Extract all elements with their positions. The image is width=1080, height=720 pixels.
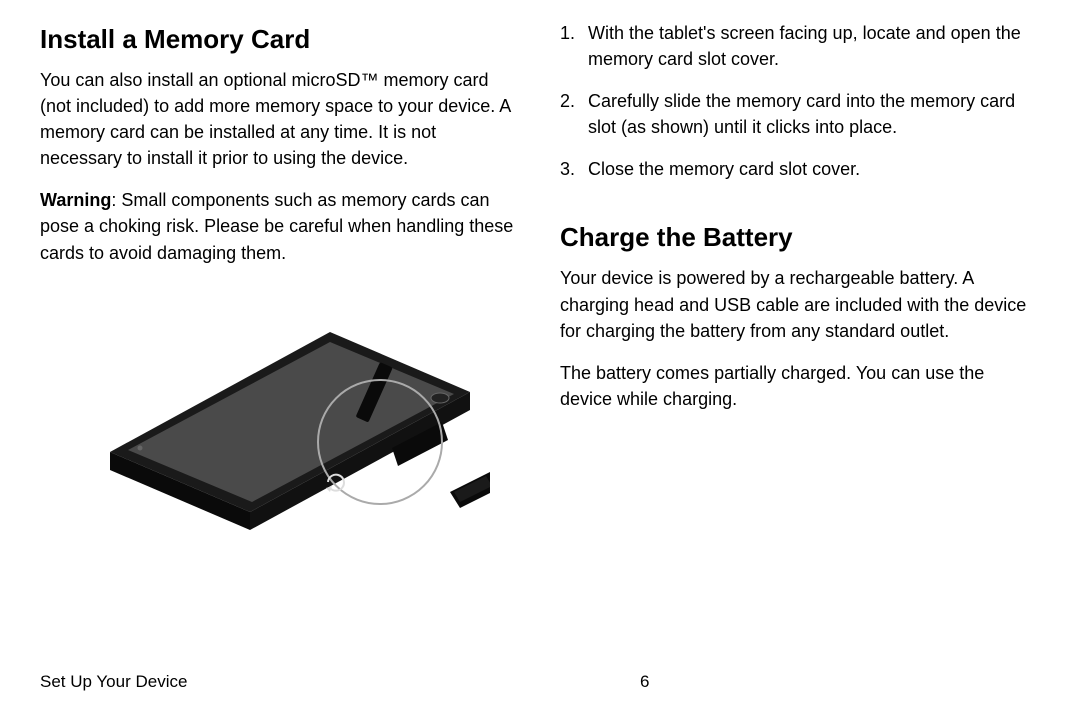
page-footer: Set Up Your Device 6 <box>40 672 1040 692</box>
heading-install-memory-card: Install a Memory Card <box>40 24 520 55</box>
step-3: Close the memory card slot cover. <box>560 156 1040 182</box>
footer-page-number: 6 <box>440 672 1040 692</box>
heading-charge-battery: Charge the Battery <box>560 222 1040 253</box>
charge-paragraph-1: Your device is powered by a rechargeable… <box>560 265 1040 343</box>
warning-paragraph: Warning: Small components such as memory… <box>40 187 520 265</box>
charge-paragraph-2: The battery comes partially charged. You… <box>560 360 1040 412</box>
step-1: With the tablet's screen facing up, loca… <box>560 20 1040 72</box>
left-column: Install a Memory Card You can also insta… <box>40 20 520 640</box>
intro-paragraph: You can also install an optional microSD… <box>40 67 520 171</box>
warning-text: : Small components such as memory cards … <box>40 190 513 262</box>
right-column: With the tablet's screen facing up, loca… <box>560 20 1040 640</box>
tablet-illustration <box>40 302 520 562</box>
warning-label: Warning <box>40 190 111 210</box>
install-steps-list: With the tablet's screen facing up, loca… <box>560 20 1040 198</box>
step-2: Carefully slide the memory card into the… <box>560 88 1040 140</box>
footer-section-name: Set Up Your Device <box>40 672 440 692</box>
